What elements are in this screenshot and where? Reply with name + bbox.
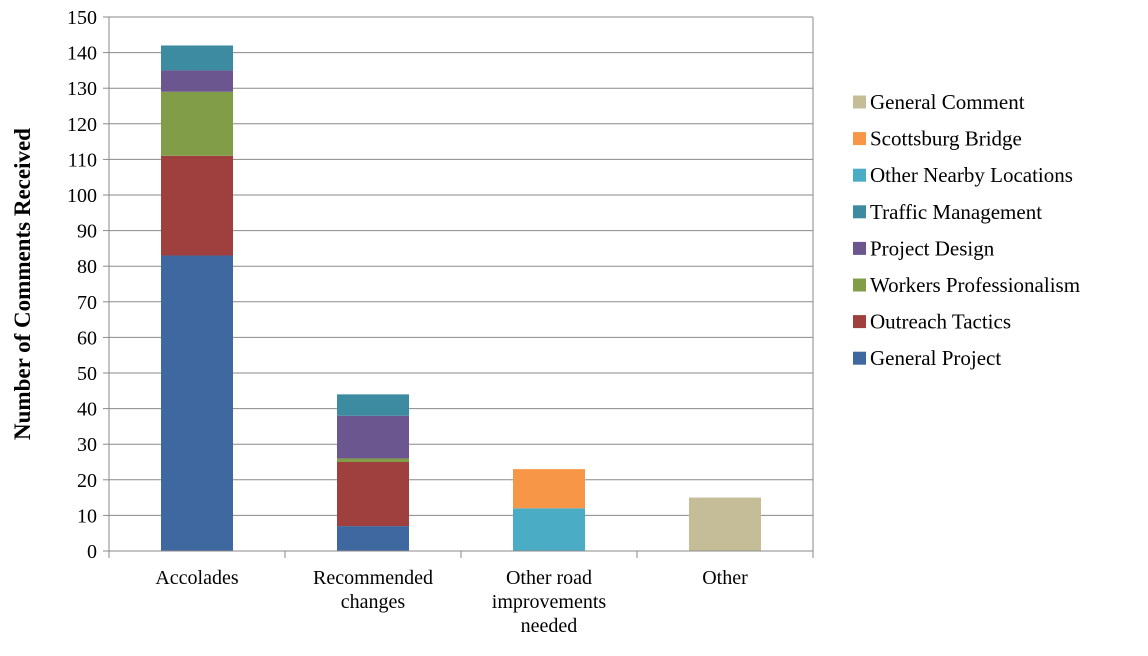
legend-label: Project Design — [870, 236, 995, 260]
bar-segment — [161, 70, 233, 92]
bar-segment — [337, 415, 409, 459]
y-tick-label: 20 — [77, 470, 97, 492]
bar-segment — [337, 394, 409, 416]
legend-label: Workers Professionalism — [870, 273, 1080, 297]
bars — [161, 45, 761, 551]
x-tick-label: Other road — [506, 567, 592, 589]
legend-label: Outreach Tactics — [870, 310, 1011, 334]
legend-swatch — [853, 132, 866, 146]
legend-label: General Comment — [870, 90, 1025, 114]
bar-segment — [161, 91, 233, 156]
legend-swatch — [853, 95, 866, 109]
y-tick-label: 150 — [67, 7, 97, 29]
legend-label: Scottsburg Bridge — [870, 127, 1022, 151]
y-tick-label: 30 — [77, 434, 97, 456]
legend-swatch — [853, 205, 866, 219]
x-tick-label: Recommended — [313, 567, 433, 589]
y-tick-label: 120 — [67, 114, 97, 136]
bar-segment — [337, 526, 409, 551]
axes — [103, 16, 814, 558]
y-tick-label: 10 — [77, 505, 97, 527]
bar-segment — [161, 155, 233, 256]
bar-segment — [337, 458, 409, 462]
legend-swatch — [853, 351, 866, 365]
y-axis-title: Number of Comments Received — [10, 128, 35, 440]
y-tick-label: 70 — [77, 292, 97, 314]
legend-swatch — [853, 278, 866, 292]
legend: General Comment Scottsburg Bridge Other Ne… — [853, 90, 1080, 370]
x-tick-label: changes — [341, 591, 406, 613]
bar-segment — [689, 497, 761, 551]
axis-labels: 0 10 20 30 40 50 60 70 80 90 100 110 120 130 140 150 Acc… — [10, 7, 748, 637]
legend-label: Other Nearby Locations — [870, 163, 1073, 187]
bar-segment — [161, 255, 233, 551]
y-tick-label: 90 — [77, 221, 97, 243]
bar-segment — [513, 508, 585, 551]
legend-label: Traffic Management — [870, 200, 1042, 224]
y-tick-label: 140 — [67, 43, 97, 65]
legend-swatch — [853, 241, 866, 255]
x-tick-label: improvements — [492, 591, 607, 613]
x-tick-label: needed — [521, 615, 578, 637]
legend-swatch — [853, 168, 866, 182]
bar-segment — [337, 462, 409, 527]
y-tick-label: 60 — [77, 327, 97, 349]
y-tick-label: 110 — [68, 149, 97, 171]
y-tick-label: 80 — [77, 256, 97, 278]
x-tick-label: Other — [702, 567, 748, 589]
y-tick-label: 130 — [67, 78, 97, 100]
y-tick-label: 50 — [77, 363, 97, 385]
x-tick-label: Accolades — [155, 567, 239, 589]
bar-segment — [513, 469, 585, 509]
y-tick-label: 40 — [77, 399, 97, 421]
y-tick-label: 0 — [87, 541, 97, 563]
y-tick-label: 100 — [67, 185, 97, 207]
legend-label: General Project — [870, 346, 1001, 370]
bar-segment — [161, 45, 233, 71]
legend-swatch — [853, 315, 866, 329]
